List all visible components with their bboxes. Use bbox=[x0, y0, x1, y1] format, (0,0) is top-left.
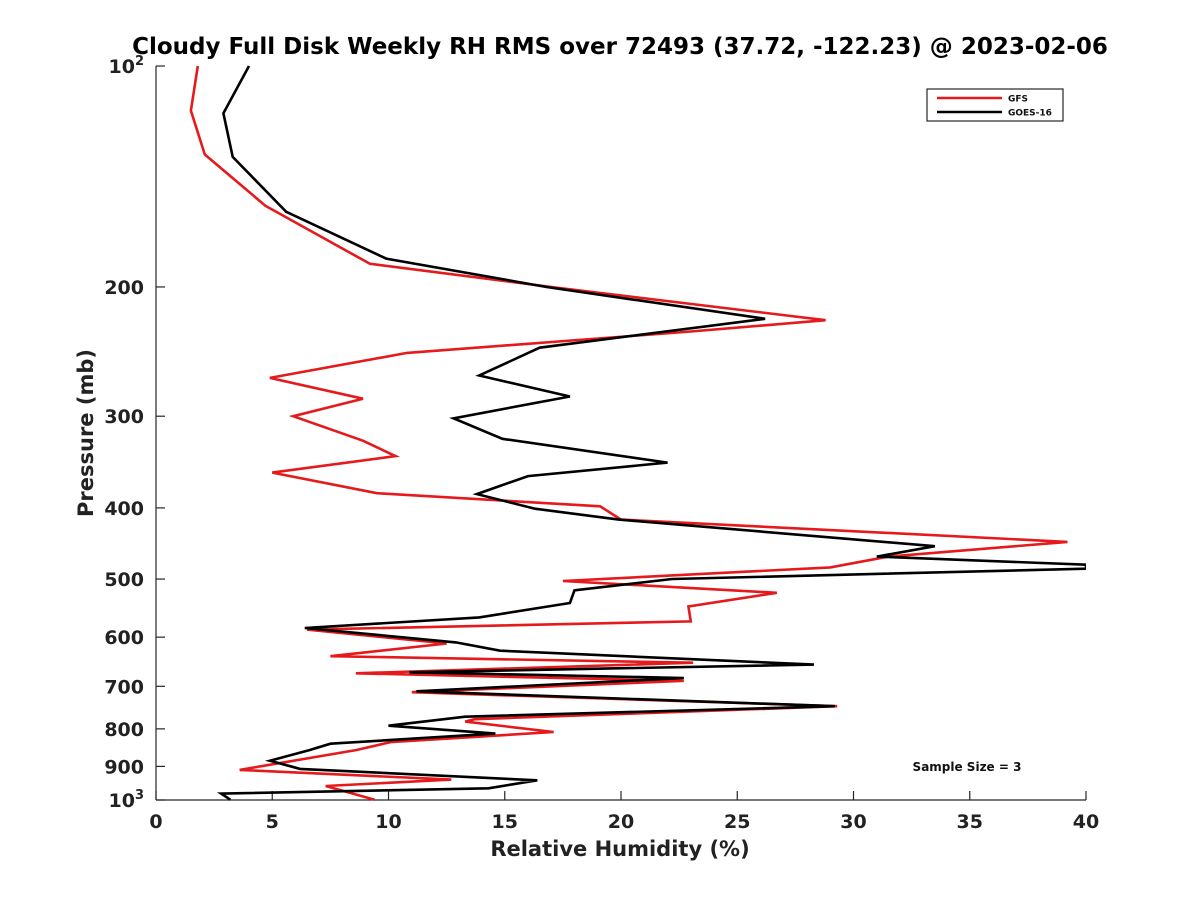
y-tick-label: 400 bbox=[104, 498, 144, 520]
series-layer bbox=[189, 65, 1086, 801]
x-tick-label: 10 bbox=[375, 811, 401, 833]
y-tick-label: 800 bbox=[104, 719, 144, 741]
legend-label: GFS bbox=[1008, 95, 1028, 105]
sample-size-annotation: Sample Size = 3 bbox=[913, 760, 1022, 774]
legend-box bbox=[926, 88, 1064, 122]
legend-label: GOES-16 bbox=[1008, 109, 1052, 119]
series-line-gfs bbox=[189, 65, 1068, 801]
x-tick-label: 35 bbox=[957, 811, 983, 833]
y-axis-label: Pressure (mb) bbox=[74, 349, 98, 517]
y-tick-label: 600 bbox=[104, 627, 144, 649]
x-tick-label: 40 bbox=[1073, 811, 1099, 833]
chart-title: Cloudy Full Disk Weekly RH RMS over 7249… bbox=[132, 34, 1108, 60]
y-tick-label: 103 bbox=[109, 788, 145, 812]
y-tick-label: 200 bbox=[104, 277, 144, 299]
x-tick-label: 20 bbox=[608, 811, 634, 833]
y-tick-label: 300 bbox=[104, 406, 144, 428]
series-line-goes-16 bbox=[216, 65, 1086, 801]
x-tick-label: 15 bbox=[492, 811, 518, 833]
y-tick-label: 500 bbox=[104, 569, 144, 591]
legend: GFS GOES-16 bbox=[926, 88, 1064, 122]
x-tick-label: 25 bbox=[724, 811, 750, 833]
x-tick-label: 0 bbox=[149, 811, 162, 833]
x-tick-label: 5 bbox=[266, 811, 279, 833]
y-tick-label: 700 bbox=[104, 676, 144, 698]
y-tick-label: 900 bbox=[104, 756, 144, 778]
y-tick-label: 102 bbox=[109, 54, 145, 78]
x-axis-label: Relative Humidity (%) bbox=[490, 837, 749, 861]
x-tick-label: 30 bbox=[840, 811, 866, 833]
axes: 0 5 10 15 20 25 30 35 40 102 200 300 400 500 600 700 800… bbox=[104, 54, 1099, 833]
